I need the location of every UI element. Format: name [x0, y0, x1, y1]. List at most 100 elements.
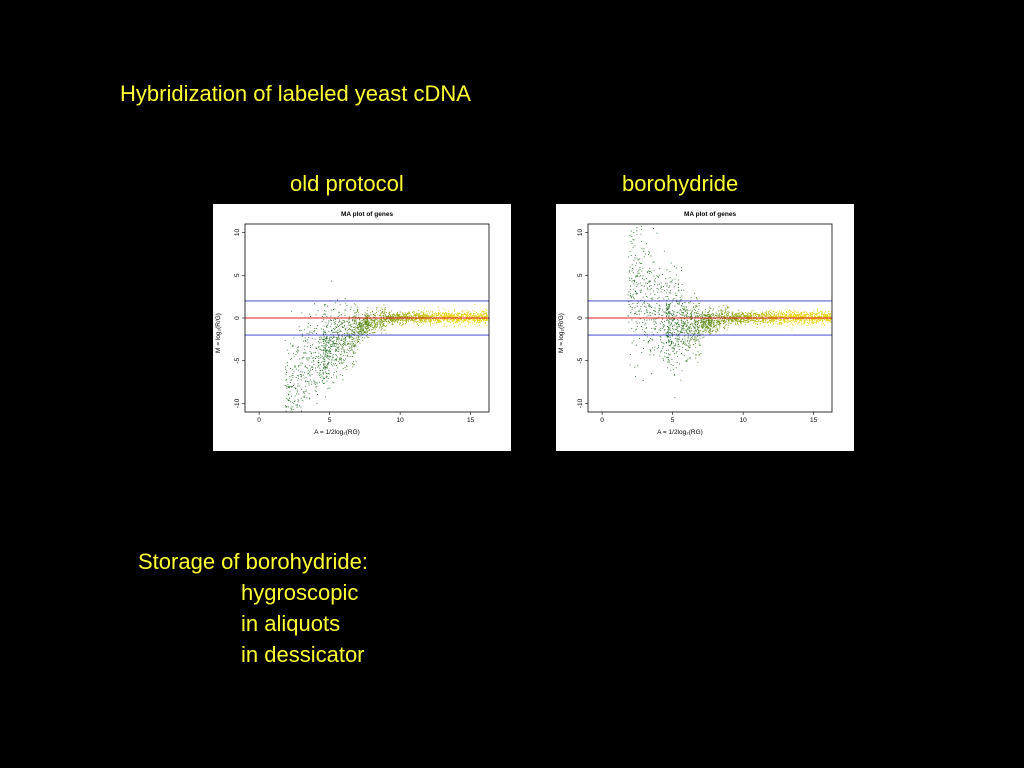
data-point [337, 350, 339, 352]
data-point [444, 314, 446, 316]
data-point [658, 307, 660, 309]
data-point [343, 349, 345, 351]
data-point [356, 330, 358, 332]
data-point [676, 330, 678, 332]
data-point [318, 373, 320, 375]
data-point [669, 311, 671, 313]
data-point [359, 317, 361, 318]
data-point [738, 320, 740, 322]
data-point [358, 341, 359, 342]
data-point [486, 319, 487, 321]
data-point [325, 310, 327, 312]
data-point [702, 321, 704, 323]
data-point [333, 372, 335, 373]
data-point [363, 319, 365, 320]
data-point [689, 330, 690, 332]
data-point [447, 321, 449, 323]
data-point [689, 301, 691, 303]
data-point [715, 320, 717, 322]
data-point [694, 343, 696, 344]
data-point [424, 322, 426, 324]
data-point [635, 276, 637, 278]
data-point [336, 359, 338, 361]
data-point [473, 320, 475, 322]
data-point [696, 306, 698, 307]
data-point [354, 328, 356, 330]
data-point [771, 313, 773, 315]
data-point [308, 382, 310, 384]
data-point [667, 296, 668, 297]
data-point [366, 328, 368, 330]
data-point [325, 366, 327, 368]
data-point [428, 315, 430, 317]
data-point [462, 321, 464, 323]
data-point [392, 319, 394, 321]
data-point [629, 251, 631, 253]
data-point [286, 385, 287, 387]
data-point [359, 330, 361, 332]
data-point [700, 319, 702, 321]
data-point [689, 312, 691, 314]
data-point [629, 280, 631, 281]
data-point [405, 320, 407, 322]
data-point [815, 317, 816, 318]
data-point [823, 316, 825, 317]
data-point [341, 335, 343, 337]
data-point [346, 320, 348, 322]
data-point [694, 319, 696, 321]
data-point [338, 350, 340, 352]
data-point [824, 313, 825, 315]
data-point [374, 322, 376, 324]
data-point [398, 318, 400, 320]
data-point [665, 332, 667, 334]
data-point [789, 310, 791, 312]
data-point [288, 399, 289, 401]
data-point [378, 323, 380, 325]
data-point [755, 322, 757, 324]
data-point [665, 352, 667, 354]
data-point [768, 313, 770, 315]
data-point [366, 321, 368, 323]
data-point [664, 325, 666, 327]
data-point [353, 351, 355, 353]
data-point [319, 348, 321, 350]
data-point [725, 304, 727, 306]
data-point [807, 320, 809, 321]
data-point [764, 325, 766, 327]
data-point [396, 314, 398, 315]
data-point [343, 344, 344, 346]
data-point [686, 360, 688, 362]
data-point [686, 315, 687, 317]
data-point [330, 340, 332, 342]
data-point [422, 317, 423, 318]
data-point [727, 314, 729, 316]
data-point [325, 347, 326, 349]
data-point [699, 344, 700, 346]
data-point [356, 323, 358, 325]
data-point [443, 316, 445, 318]
data-point [671, 315, 673, 316]
data-point [359, 326, 360, 327]
data-point [364, 331, 366, 333]
data-point [439, 316, 441, 318]
data-point [380, 315, 382, 317]
data-point [666, 331, 668, 333]
data-point [650, 351, 652, 353]
data-point [331, 341, 333, 342]
data-point [327, 342, 329, 343]
data-point [324, 368, 326, 370]
data-point [439, 321, 441, 323]
data-point [638, 269, 640, 271]
data-point [667, 330, 669, 332]
data-point [354, 329, 356, 331]
data-point [812, 316, 813, 317]
data-point [306, 358, 308, 360]
data-point [337, 332, 339, 333]
data-point [361, 334, 363, 335]
data-point [695, 323, 697, 325]
data-point [696, 336, 698, 337]
data-point [807, 312, 808, 314]
data-point [294, 365, 296, 367]
data-point [687, 337, 689, 339]
data-point [296, 389, 298, 391]
